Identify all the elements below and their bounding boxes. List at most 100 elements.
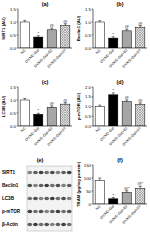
blot-row-label: LC3B	[2, 196, 15, 201]
blot-band	[50, 184, 55, 188]
bar	[47, 107, 56, 126]
error-bar	[98, 105, 101, 106]
blot-row-label: p-mTOR	[2, 209, 21, 214]
significance: @*	[137, 181, 143, 186]
blot-membrane	[27, 166, 72, 231]
blot-band	[56, 210, 61, 214]
blot-band	[61, 223, 66, 227]
panel: (f)TRAM (pg/mg protein)050100150NC*OVX/D…	[76, 157, 148, 225]
bar	[122, 102, 131, 126]
y-axis-label: LC3B (AU)	[1, 95, 6, 117]
y-tick-label: 0.5	[85, 114, 91, 119]
error-bar	[50, 28, 53, 30]
blot-band	[50, 171, 55, 175]
panel-title: (b)	[116, 1, 123, 7]
y-tick-label: 1.0	[85, 104, 91, 109]
blot-band	[61, 171, 66, 175]
blot-band	[33, 210, 38, 214]
blot-band	[44, 184, 49, 188]
blot-band	[27, 184, 32, 188]
y-tick-label: 1.0	[10, 20, 16, 25]
y-tick-label: 0.0	[10, 124, 16, 129]
panel-title: (e)	[37, 157, 44, 163]
blot-band	[67, 210, 72, 214]
panel-title: (f)	[117, 157, 123, 163]
panel-title: (d)	[116, 79, 123, 85]
significance: @	[63, 19, 67, 24]
y-tick-label: 0.5	[85, 33, 91, 38]
y-tick-label: 0.5	[10, 111, 16, 116]
y-axis-label: Beclin1 (AU)	[76, 15, 81, 41]
blot-band	[27, 171, 32, 175]
y-axis-label: TRAM (pg/mg protein)	[76, 161, 81, 207]
bar	[20, 100, 29, 126]
error-bar	[98, 178, 101, 181]
error-bar	[139, 26, 142, 28]
error-bar	[50, 106, 53, 107]
y-tick-label: 2.0	[85, 85, 91, 90]
x-axis	[93, 126, 147, 127]
blot-band	[33, 171, 38, 175]
bar	[136, 105, 145, 126]
bar	[109, 95, 118, 126]
blot-band	[67, 184, 72, 188]
bar	[61, 104, 70, 126]
blot-band	[39, 171, 44, 175]
blot-band	[27, 197, 32, 201]
y-tick-label: 150	[84, 163, 92, 168]
error-bar	[139, 103, 142, 105]
y-axis-label: SIRT1 (AU)	[1, 17, 6, 40]
bar	[34, 114, 43, 126]
y-axis-label: p-mTOR (AU)	[76, 92, 81, 120]
blot-band	[50, 197, 55, 201]
blot-band	[61, 184, 66, 188]
blot-band	[50, 223, 55, 227]
figure: (a)SIRT1 (AU)0.00.51.01.5NC*OVX/D-Gal@OV…	[0, 0, 150, 235]
bar	[122, 192, 131, 204]
blot-band	[27, 210, 32, 214]
blot-band	[61, 210, 66, 214]
y-axis	[93, 87, 94, 126]
blot-row-label: β-Actin	[2, 222, 18, 227]
blot-band	[50, 210, 55, 214]
error-bar	[23, 98, 26, 100]
panel-title: (c)	[42, 79, 49, 85]
bar	[20, 22, 29, 48]
y-tick-label: 50	[86, 189, 91, 194]
y-tick-label: 1.5	[85, 94, 91, 99]
x-tick-label: NC	[95, 204, 102, 211]
significance: *	[37, 108, 39, 113]
x-tick-label: NC	[95, 48, 102, 55]
blot-row-label: SIRT1	[2, 170, 15, 175]
y-tick-label: 1.0	[85, 20, 91, 25]
significance: *	[112, 88, 114, 93]
significance: *	[112, 193, 114, 198]
blot-band	[39, 184, 44, 188]
significance: @	[138, 98, 142, 103]
error-bar	[37, 36, 40, 37]
blot-band	[56, 223, 61, 227]
error-bar	[37, 113, 40, 114]
error-bar	[112, 37, 115, 38]
blot-band	[33, 223, 38, 227]
bar	[34, 37, 43, 48]
bar	[109, 38, 118, 48]
blot-band	[44, 223, 49, 227]
x-axis	[93, 204, 147, 205]
error-bar	[64, 103, 67, 105]
error-bar	[139, 186, 142, 188]
x-axis	[18, 48, 72, 49]
bar	[122, 31, 131, 48]
y-tick-label: 0.0	[85, 46, 91, 51]
panel: (d)p-mTOR (AU)0.00.51.01.52.0NC*OVX/D-Ga…	[76, 79, 148, 147]
x-tick-label: OVX/D-Gal+ST	[47, 126, 68, 147]
y-axis	[93, 165, 94, 204]
panel: (b)Beclin1 (AU)0.00.51.01.5NC*OVX/D-Gal@…	[76, 1, 148, 69]
significance: @	[125, 24, 129, 29]
blot-band	[67, 197, 72, 201]
bar	[47, 30, 56, 48]
marks	[95, 21, 145, 48]
bar	[95, 181, 104, 204]
y-tick-label: 100	[84, 176, 92, 181]
blot-row-label: Beclin1	[2, 183, 19, 188]
